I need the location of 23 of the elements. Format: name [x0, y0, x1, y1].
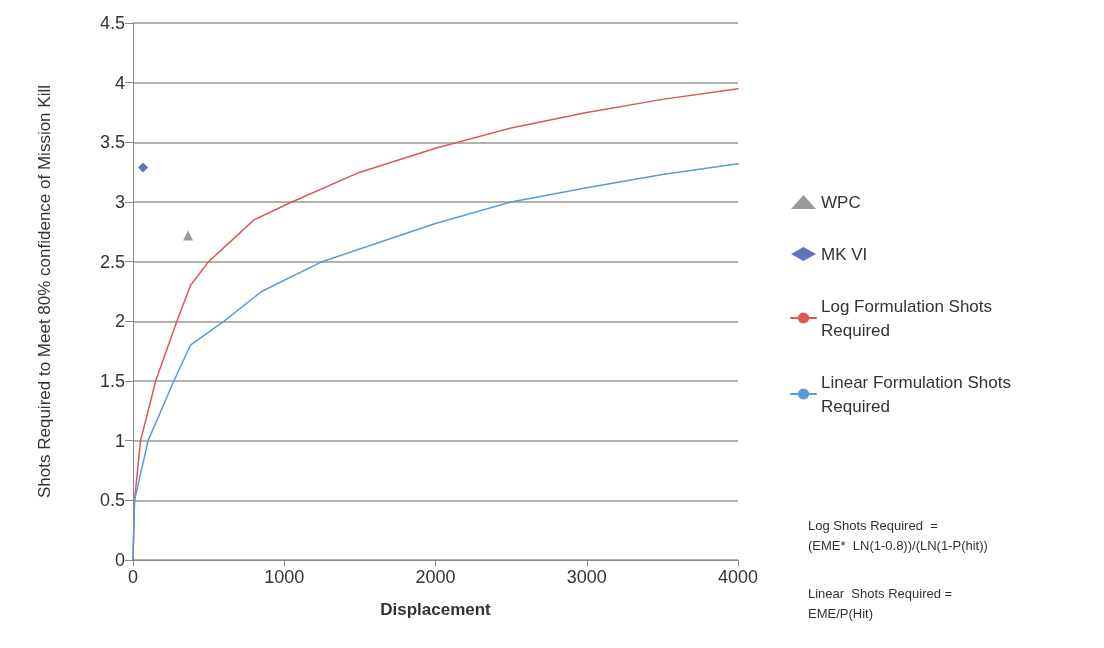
y-axis-title: Shots Required to Meet 80% confidence of Mission Kill — [34, 85, 54, 498]
x-tick-label: 4000 — [717, 567, 759, 587]
x-tick-label: 3000 — [566, 567, 607, 587]
y-tick-label: 3 — [114, 192, 125, 212]
legend-label: MK VI — [821, 244, 868, 264]
legend-label: Log Formulation Shots Required — [821, 296, 997, 340]
x-tick-label: 1000 — [264, 567, 305, 587]
y-tick-label: 2 — [114, 311, 125, 332]
x-tick-label: 2000 — [415, 567, 456, 587]
x-tick-label: 0 — [127, 567, 139, 587]
y-tick-label: 4 — [114, 72, 125, 93]
x-axis-title: Displacement — [380, 599, 492, 619]
legend-label: Linear Formulation Shots Required — [821, 372, 1016, 416]
y-tick-label: 2.5 — [99, 251, 125, 272]
text: Linear Shots Required = EME/P(Hit) — [808, 585, 953, 621]
y-tick-label: 0.5 — [99, 490, 125, 511]
y-tick-label: 0 — [114, 550, 125, 570]
text: Log Shots Required = (EME* LN(1-0.8))/(LN(1-P(hit)) — [808, 517, 988, 553]
y-tick-label: 3.5 — [99, 132, 125, 153]
y-tick-label: 1.5 — [99, 371, 125, 391]
y-tick-label: 1 — [114, 430, 125, 451]
legend-label: WPC — [821, 192, 861, 212]
y-tick-label: 4.5 — [99, 13, 125, 33]
